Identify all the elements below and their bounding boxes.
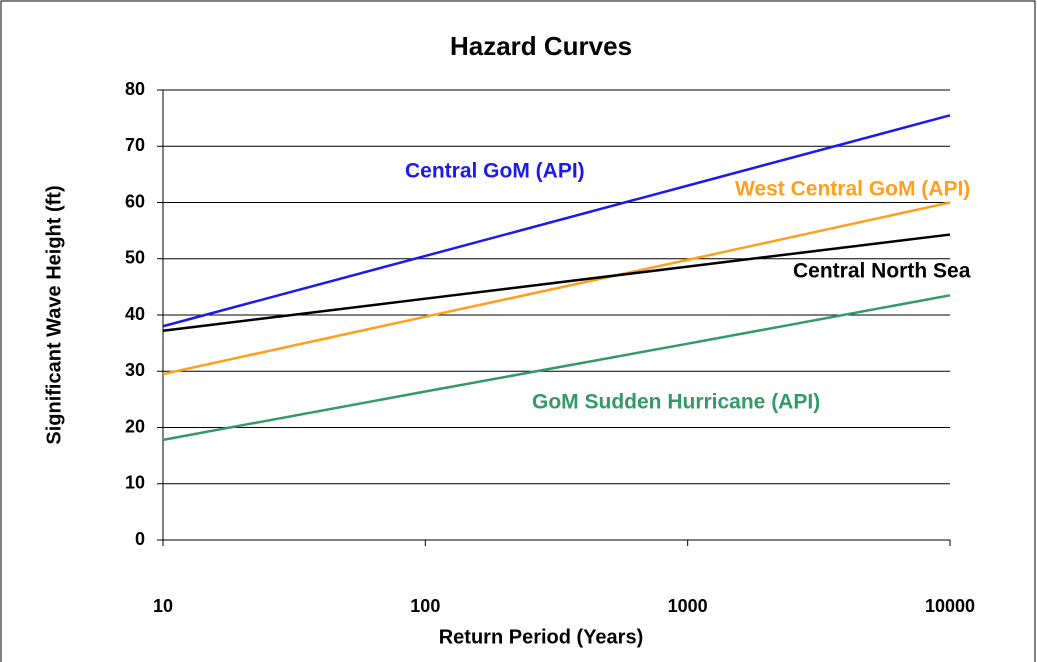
x-tick-label: 100: [410, 596, 440, 616]
y-tick-label: 0: [135, 529, 145, 549]
chart-title: Hazard Curves: [450, 31, 632, 61]
y-tick-label: 20: [125, 416, 145, 436]
y-tick-label: 30: [125, 360, 145, 380]
x-tick-label: 10: [153, 596, 173, 616]
series-line: [162, 233, 951, 332]
series-line: [162, 294, 951, 442]
y-tick-label: 10: [125, 473, 145, 493]
x-tick-label: 10000: [925, 596, 975, 616]
series-line: [162, 114, 951, 328]
series-label: GoM Sudden Hurricane (API): [532, 391, 820, 414]
series-line: [162, 201, 951, 376]
series-label: West Central GoM (API): [735, 178, 970, 201]
series-label: Central GoM (API): [405, 160, 585, 183]
y-tick-label: 70: [125, 135, 145, 155]
y-tick-label: 50: [125, 248, 145, 268]
x-tick-label: 1000: [668, 596, 708, 616]
x-axis-label: Return Period (Years): [439, 626, 644, 648]
y-axis-label: Significant Wave Height (ft): [43, 185, 65, 444]
y-tick-label: 60: [125, 191, 145, 211]
y-tick-label: 40: [125, 304, 145, 324]
series-label: Central North Sea: [793, 260, 971, 283]
y-tick-label: 80: [125, 79, 145, 99]
